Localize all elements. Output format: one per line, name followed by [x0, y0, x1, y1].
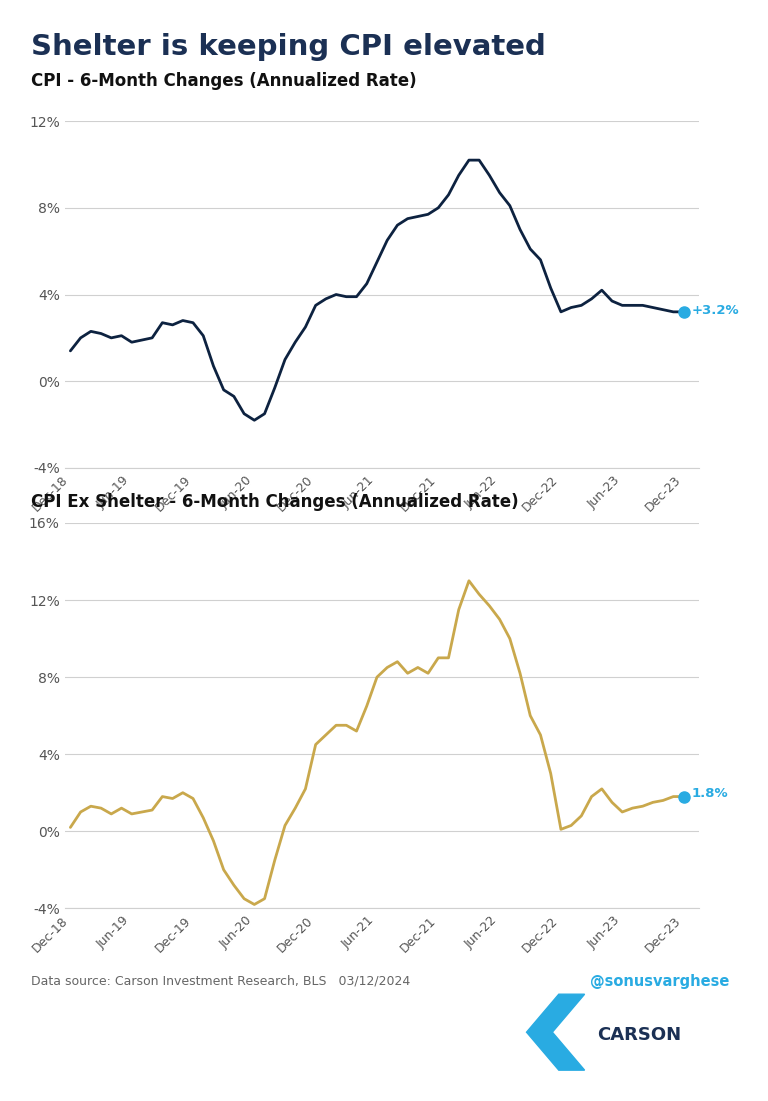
Text: CARSON: CARSON: [598, 1026, 682, 1045]
Text: +3.2%: +3.2%: [692, 304, 740, 317]
Text: @sonusvarghese: @sonusvarghese: [591, 974, 730, 990]
Text: CPI Ex Shelter - 6-Month Changes (Annualized Rate): CPI Ex Shelter - 6-Month Changes (Annual…: [31, 493, 518, 511]
Text: Data source: Carson Investment Research, BLS   03/12/2024: Data source: Carson Investment Research,…: [31, 974, 410, 988]
Text: Shelter is keeping CPI elevated: Shelter is keeping CPI elevated: [31, 33, 545, 61]
Text: 1.8%: 1.8%: [692, 787, 728, 800]
Text: CPI - 6-Month Changes (Annualized Rate): CPI - 6-Month Changes (Annualized Rate): [31, 72, 416, 89]
Polygon shape: [527, 994, 584, 1070]
